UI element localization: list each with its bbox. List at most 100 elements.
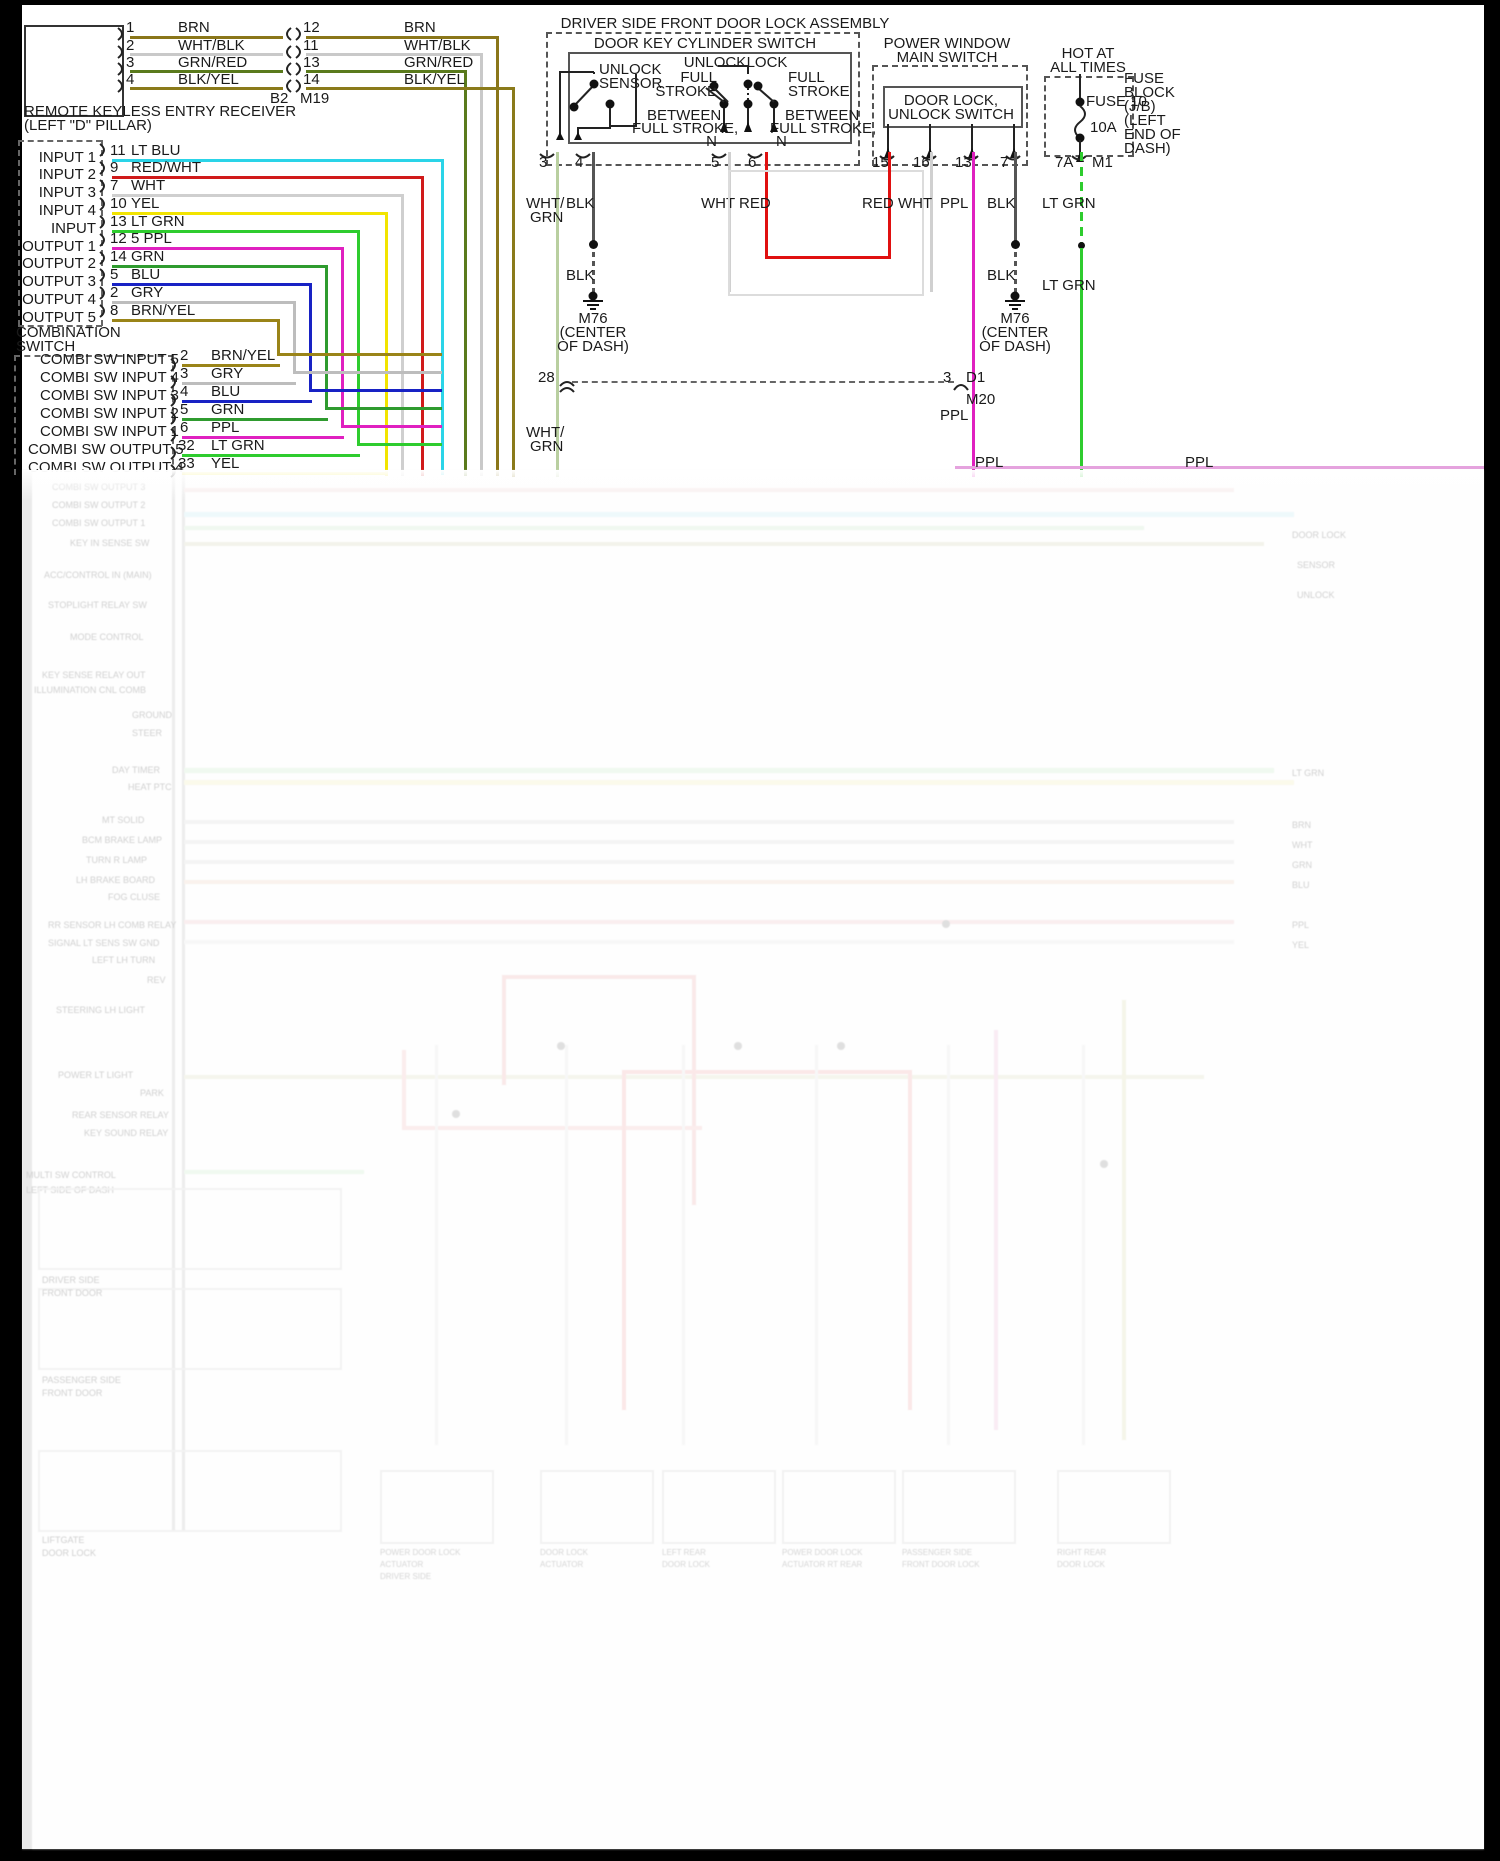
combi-color-input-3: WHT xyxy=(131,177,166,194)
lower-label-right: LT GRN xyxy=(1292,768,1325,778)
combi-pin-input-4: 10 xyxy=(110,195,127,212)
rke-receiver-location: (LEFT "D" PILLAR) xyxy=(24,117,152,134)
pw-wire-label-blk: BLK xyxy=(987,195,1016,212)
rke-wire-color-3: GRN/RED xyxy=(178,54,248,71)
unlock-sensor-label-line2: SENSOR xyxy=(599,75,663,92)
lower-actuator-label: DOOR LOCK xyxy=(662,1560,711,1569)
combi-label-output-5: OUTPUT 5 xyxy=(22,309,96,326)
fuse-label: FUSE 10 xyxy=(1086,93,1147,110)
connector-brackets-powerwindow xyxy=(879,155,1021,161)
combi-sw-label-input-5: COMBI SW INPUT 5 xyxy=(40,351,179,368)
wire-rke-whtblk-right xyxy=(306,53,482,56)
bottom-wire-label-whtgrn-l1: WHT/ xyxy=(526,424,565,441)
combination-switch-title-line1: COMBINATION xyxy=(16,324,121,341)
rke-far-wire-color-3: GRN/RED xyxy=(404,54,474,71)
combi-pin-input-2: 9 xyxy=(110,159,119,176)
rke-pin-number-1: 1 xyxy=(126,19,135,36)
lower-faded-diagram-region: COMBI SW OUTPUT 3 COMBI SW OUTPUT 2 COMB… xyxy=(22,470,1484,1850)
page-border-right xyxy=(1484,0,1500,1861)
key-lock-between-l1: BETWEEN xyxy=(785,107,860,124)
wire-combi-ltblu-v xyxy=(441,159,444,475)
wire-combi-ltgrn-v xyxy=(357,230,360,446)
pw-ground-wire-label-blk: BLK xyxy=(987,267,1016,284)
doorlock-pin-5: 5 xyxy=(711,154,720,171)
doorlock-ground-wire-label-blk: BLK xyxy=(566,267,595,284)
wire-pw-wht xyxy=(930,152,933,292)
combi-label-input: INPUT xyxy=(51,220,96,237)
lower-label: POWER LT LIGHT xyxy=(58,1070,134,1080)
door-key-cylinder-switch-title: DOOR KEY CYLINDER SWITCH xyxy=(593,35,817,52)
lower-label: LEFT SIDE OF DASH xyxy=(26,1185,114,1195)
fuse-block-name-l1: FUSE xyxy=(1124,70,1165,87)
connector-bracket-combi xyxy=(99,143,105,318)
combi-label-input-4: INPUT 4 xyxy=(38,202,96,219)
doorlock-wire-label-whtgrn-l2: GRN xyxy=(530,209,564,226)
lower-actuator-label: ACTUATOR xyxy=(540,1560,584,1569)
key-lock-between-l3: N xyxy=(776,133,787,150)
combi-sw-pin-output-5: 32 xyxy=(178,437,195,454)
door-lock-unlock-switch-label-l1: DOOR LOCK, xyxy=(903,92,999,109)
wire-combi-ltblu xyxy=(112,159,444,162)
ground-loc-m76-right-l1: (CENTER xyxy=(981,324,1049,341)
rke-far-wire-color-4: BLK/YEL xyxy=(404,71,465,88)
lower-label: TURN R LAMP xyxy=(86,855,148,865)
lower-label: COMBI SW OUTPUT 2 xyxy=(52,500,146,510)
rke-receiver-title: REMOTE KEYLESS ENTRY RECEIVER xyxy=(24,103,297,120)
combi-label-input-1: INPUT 1 xyxy=(38,149,96,166)
ground-symbol-m76-right xyxy=(1005,291,1025,310)
wire-rke-brn-right xyxy=(306,36,498,39)
combi-color-output-2: GRN xyxy=(131,248,165,265)
hot-at-all-times-l2: ALL TIMES xyxy=(1050,59,1126,76)
door-lock-assembly-outline xyxy=(546,32,860,166)
lower-label-right: SENSOR xyxy=(1297,560,1336,570)
inline-connector-d1-pin: 3 xyxy=(943,369,952,386)
combi-sw-color-input-2: GRN xyxy=(211,401,245,418)
doorlock-pin-4: 4 xyxy=(575,154,584,171)
combi-label-output-1: OUTPUT 1 xyxy=(22,238,96,255)
combi-sw-label-input-2: COMBI SW INPUT 2 xyxy=(40,405,179,422)
combi-pin-output-1: 12 xyxy=(110,230,127,247)
connector-bracket-rke-right xyxy=(286,27,301,93)
lower-label-right: BRN xyxy=(1292,820,1312,830)
rke-far-pin-number-4: 14 xyxy=(303,71,320,88)
fuse-block-name-l6: DASH) xyxy=(1124,140,1171,157)
wire-rke-whtblk xyxy=(130,53,283,56)
lower-label: HEAT PTC xyxy=(128,782,172,792)
rke-wire-color-4: BLK/YEL xyxy=(178,71,239,88)
pw-wire-label-red: RED xyxy=(862,195,894,212)
wire-combi-blu xyxy=(112,283,312,286)
combination-switch-title-line2: SWITCH xyxy=(16,338,76,355)
fuse-block-outline xyxy=(1044,76,1134,157)
combi-pin-input-1: 11 xyxy=(110,142,126,159)
wire-combi-ltgrn-b xyxy=(357,443,442,446)
key-lock-label: LOCK xyxy=(746,54,788,71)
combi-label-output-2: OUTPUT 2 xyxy=(22,255,96,272)
powerwindow-pin-15: 15 xyxy=(872,154,889,171)
combi-label-input-3: INPUT 3 xyxy=(38,184,96,201)
wire-rke-blkyel-right xyxy=(306,87,514,90)
wire-combi-gry xyxy=(112,301,296,304)
wire-combi-blu-b xyxy=(309,389,442,392)
ground-id-m76-right: M76 xyxy=(1000,310,1030,327)
wire-combisw-brnyel xyxy=(182,364,280,367)
combi-sw-pin-output-4: 33 xyxy=(178,455,195,472)
connector-brackets-doorlock xyxy=(539,153,763,159)
key-lock-full-stroke-l2: STROKE xyxy=(788,83,850,100)
rke-far-pin-number-2: 11 xyxy=(303,37,319,54)
bottom-wire-label-whtgrn-l2: GRN xyxy=(530,438,564,455)
key-unlock-between-l1: BETWEEN xyxy=(647,107,722,124)
wire-combi-redwht-v xyxy=(421,176,424,476)
unlock-sensor-label-line1: UNLOCK xyxy=(599,61,662,78)
rke-pin-number-4: 4 xyxy=(126,71,135,88)
wire-doorlock-blk-dashed xyxy=(592,252,595,296)
lower-label: REAR SENSOR RELAY xyxy=(72,1110,169,1120)
powerwindow-pin-7: 7 xyxy=(1000,154,1009,171)
pw-wire-label-ppl: PPL xyxy=(940,195,969,212)
splice-dot-ltgrn xyxy=(1078,242,1085,249)
wire-pw-blk-dashed xyxy=(1014,252,1017,296)
lower-actuator-label: RIGHT REAR xyxy=(1057,1548,1107,1557)
lower-actuator-label: POWER DOOR LOCK xyxy=(782,1548,863,1557)
doorlock-wire-label-whtgrn-l1: WHT/ xyxy=(526,195,565,212)
combi-sw-pin-input-2: 5 xyxy=(180,401,189,418)
